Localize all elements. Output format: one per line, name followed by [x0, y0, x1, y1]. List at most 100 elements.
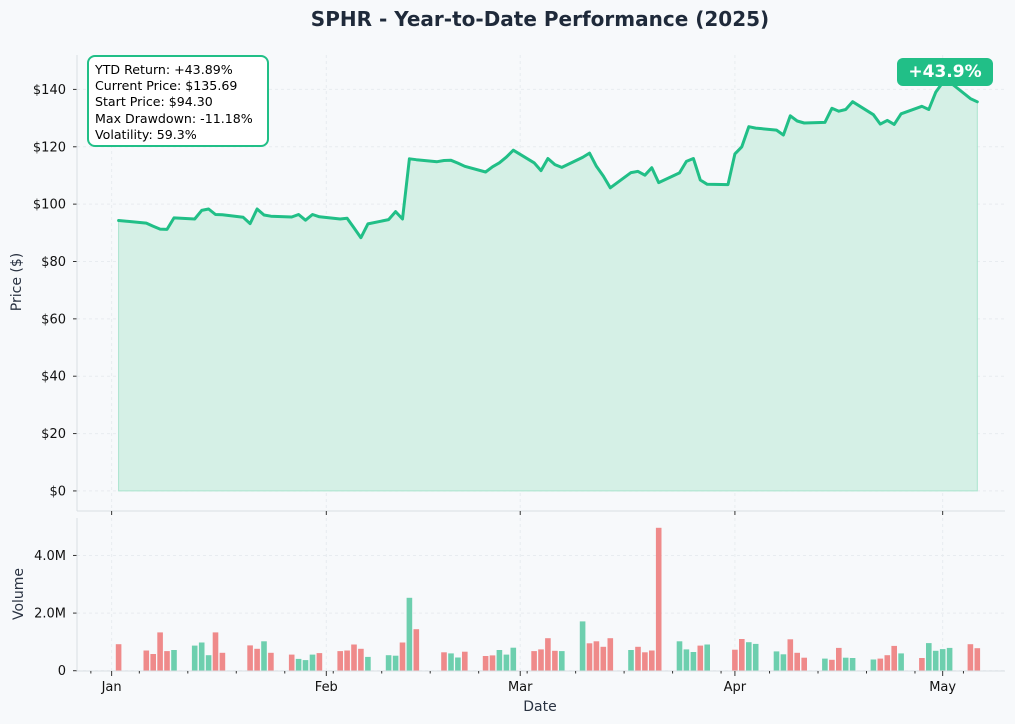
volume-bar	[496, 650, 503, 671]
price-axis-label: Price ($)	[9, 253, 25, 311]
volume-bar	[365, 656, 371, 671]
volume-bar	[739, 639, 745, 671]
volume-bar	[455, 657, 461, 671]
volume-bar	[635, 646, 641, 671]
volume-bar	[884, 655, 891, 671]
volume-bar	[448, 653, 454, 671]
date-xtick-label: Feb	[315, 680, 338, 695]
volume-bar	[593, 641, 600, 671]
volume-bar	[600, 646, 607, 671]
volume-bar	[503, 654, 510, 671]
volume-bar	[801, 657, 807, 671]
volume-bar	[441, 652, 447, 671]
price-ytick-label: $0	[49, 484, 66, 499]
volume-bar	[829, 659, 835, 671]
volume-bar	[399, 642, 406, 671]
volume-bar	[295, 658, 302, 671]
volume-bar	[655, 527, 662, 671]
volume-bar	[302, 660, 309, 671]
volume-bar	[877, 658, 884, 671]
volume-ytick-label: 4.0M	[34, 549, 66, 564]
volume-bar	[212, 632, 219, 671]
volume-bar	[351, 644, 357, 671]
volume-bar	[579, 621, 586, 671]
volume-bar	[607, 638, 614, 671]
price-ytick-label: $60	[41, 312, 66, 327]
volume-bar	[337, 651, 343, 671]
date-xtick-label: Apr	[724, 680, 747, 695]
price-ytick-label: $40	[41, 370, 66, 385]
volume-bar	[787, 639, 794, 671]
volume-bar	[482, 656, 489, 671]
volume-bar	[385, 655, 392, 671]
volume-bar	[531, 651, 537, 671]
volume-bar	[150, 654, 156, 671]
stat-start-price: Start Price: $94.30	[95, 94, 213, 110]
volume-bar	[219, 652, 226, 671]
volume-bar	[794, 652, 800, 671]
price-ytick-label: $80	[41, 255, 66, 270]
volume-bar	[268, 652, 274, 671]
volume-bar	[538, 649, 544, 671]
date-xtick-label: Jan	[101, 680, 122, 695]
stat-max-drawdown: Max Drawdown: -11.18%	[95, 110, 253, 126]
stat-current-price: Current Price: $135.69	[95, 78, 238, 94]
stat-volatility: Volatility: 59.3%	[95, 126, 197, 142]
volume-bar	[919, 658, 925, 671]
axes: $0 $20 $40 $60 $80 $100 $120 $140 0 2.0M 4.0M Jan Fe…	[33, 55, 1005, 695]
volume-bar	[157, 632, 163, 671]
volume-bar	[690, 652, 697, 671]
volume-bar	[842, 657, 849, 671]
volume-bar	[939, 649, 946, 671]
volume-bar	[552, 650, 558, 671]
volume-bar	[752, 643, 759, 671]
volume-bar	[683, 649, 690, 671]
volume-bar	[344, 650, 350, 671]
volume-bar	[254, 648, 260, 671]
volume-bar	[697, 645, 704, 671]
volume-bar	[392, 655, 399, 671]
volume-bar	[773, 651, 780, 671]
price-plot	[117, 80, 979, 492]
volume-bar	[898, 653, 904, 671]
volume-bar	[406, 597, 413, 671]
volume-bar	[462, 651, 468, 671]
volume-bar	[586, 643, 593, 671]
volume-bar	[746, 642, 752, 671]
price-ytick-label: $140	[33, 83, 66, 98]
price-line	[117, 80, 979, 240]
volume-bar	[926, 643, 932, 671]
volume-bar	[489, 655, 496, 671]
volume-bar	[358, 648, 364, 671]
volume-ytick-label: 2.0M	[34, 607, 66, 622]
volume-bar	[413, 629, 420, 671]
volume-bar	[836, 647, 842, 671]
volume-bar	[316, 653, 323, 671]
volume-axis-label: Volume	[11, 568, 27, 620]
volume-bar	[164, 651, 170, 671]
volume-bar	[974, 648, 981, 671]
volume-bar	[115, 644, 122, 671]
volume-bar	[510, 647, 517, 671]
volume-bar	[649, 650, 655, 671]
volume-bar	[261, 641, 267, 671]
volume-bar	[198, 642, 205, 671]
volume-bar	[642, 652, 648, 671]
volume-bar	[780, 654, 787, 671]
volume-bar	[891, 645, 897, 671]
volume-bar	[870, 659, 877, 671]
volume-bar	[247, 645, 253, 671]
volume-bar	[171, 650, 177, 671]
volume-bar	[849, 658, 856, 671]
return-badge: +43.9%	[897, 58, 993, 86]
chart-title: SPHR - Year-to-Date Performance (2025)	[311, 7, 769, 31]
date-xtick-label: May	[929, 680, 956, 695]
volume-bar	[143, 650, 150, 671]
volume-bar	[704, 644, 710, 671]
price-ytick-label: $20	[41, 427, 66, 442]
volume-bar	[545, 638, 551, 671]
volume-bar	[628, 650, 634, 671]
date-xtick-label: Mar	[508, 680, 533, 695]
